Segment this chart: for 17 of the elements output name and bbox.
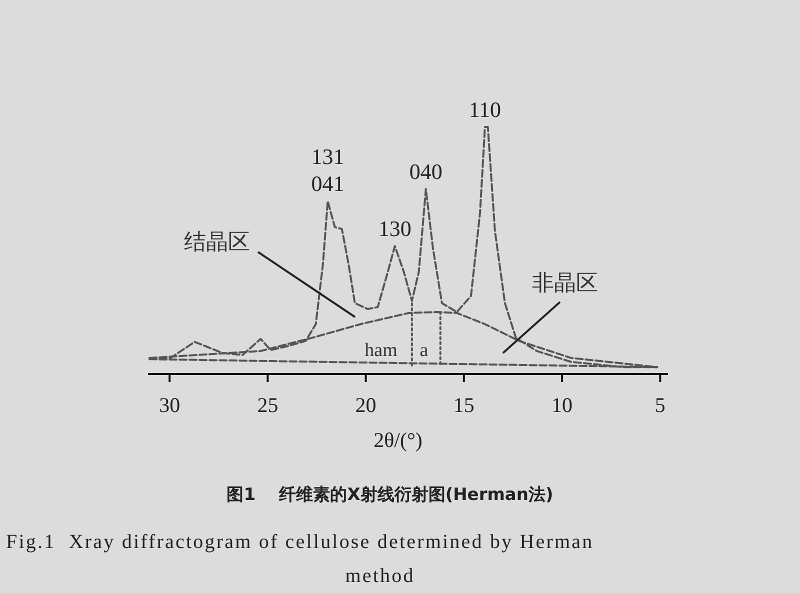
x-tick-label: 20	[355, 393, 376, 417]
annotation: 结晶区	[184, 230, 250, 255]
x-tick-label: 10	[552, 393, 573, 417]
annotation: 110	[468, 97, 502, 122]
annotation: 130	[378, 216, 412, 242]
x-axis-title: 2θ/(°)	[374, 428, 422, 452]
annotation: ham	[364, 340, 398, 361]
text: 图1 纤维素的X射线衍射图(Herman法)	[226, 485, 554, 505]
x-tick-label: 25	[257, 393, 278, 417]
annotation: 040	[409, 158, 442, 184]
annotation: 131 041	[311, 144, 344, 196]
annotation: 非晶区	[532, 271, 598, 296]
annotation: a	[420, 340, 429, 361]
x-tick-label: 5	[654, 393, 666, 417]
x-tick-label: 30	[159, 393, 180, 417]
text: Fig.1 Xray diffractogram of cellulose determined by Herman method	[6, 531, 594, 587]
x-tick-label: 15	[453, 393, 474, 417]
